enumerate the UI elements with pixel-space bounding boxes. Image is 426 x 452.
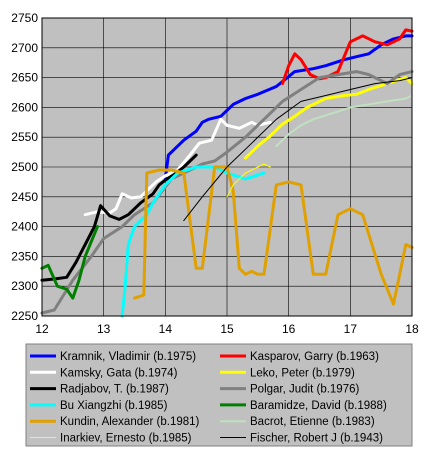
y-tick-label: 2750 <box>11 11 38 25</box>
y-tick-label: 2250 <box>11 309 38 323</box>
series-line <box>163 34 414 181</box>
legend-label: Kramnik, Vladimir (b.1975) <box>60 351 196 363</box>
legend-label: Leko, Peter (b.1979) <box>250 367 355 379</box>
legend-label: Kasparov, Garry (b.1963) <box>250 351 379 363</box>
legend-label: Polgar, Judit (b.1976) <box>250 384 359 396</box>
series-line <box>83 117 272 217</box>
series-line <box>40 225 99 300</box>
legend-label: Radjabov, T. (b.1987) <box>60 384 169 396</box>
series-line <box>275 94 413 148</box>
series-line <box>40 70 414 315</box>
series-line <box>120 165 266 318</box>
y-tick-label: 2700 <box>11 41 38 55</box>
series-line <box>183 77 413 222</box>
y-tick-label: 2600 <box>11 100 38 114</box>
plot-border <box>41 17 413 317</box>
series-line <box>226 163 271 198</box>
x-tick-label: 14 <box>159 322 173 336</box>
y-tick-label: 2350 <box>11 249 38 263</box>
series-line <box>40 153 198 282</box>
y-tick-label: 2400 <box>11 220 38 234</box>
axis-tick-labels: 12 13 14 15 16 17 18 2250 2300 2350 2400 2450 2500 25… <box>11 11 419 336</box>
x-tick-label: 15 <box>220 322 234 336</box>
legend-label: Bacrot, Etienne (b.1983) <box>250 416 375 428</box>
legend-label: Kamsky, Gata (b.1974) <box>60 367 178 379</box>
series-line <box>281 28 414 86</box>
legend-label: Kundin, Alexander (b.1981) <box>60 416 200 428</box>
x-tick-label: 16 <box>282 322 296 336</box>
legend-box <box>25 343 413 447</box>
x-tick-label: 12 <box>35 322 49 336</box>
series-line <box>133 165 414 306</box>
legend-label: Inarkiev, Ernesto (b.1985) <box>60 433 192 445</box>
legend: Kramnik, Vladimir (b.1975) Kasparov, Garr… <box>25 343 413 447</box>
legend-label: Baramidze, David (b.1988) <box>250 400 387 412</box>
legend-label: Bu Xiangzhi (b.1985) <box>60 400 168 412</box>
y-tick-label: 2500 <box>11 160 38 174</box>
y-tick-label: 2650 <box>11 71 38 85</box>
series-lines <box>40 28 414 318</box>
x-tick-label: 18 <box>405 322 419 336</box>
legend-label: Fischer, Robert J (b.1943) <box>250 433 383 445</box>
x-tick-label: 17 <box>344 322 358 336</box>
y-tick-label: 2450 <box>11 190 38 204</box>
y-tick-label: 2550 <box>11 130 38 144</box>
y-tick-label: 2300 <box>11 279 38 293</box>
x-tick-label: 13 <box>97 322 111 336</box>
